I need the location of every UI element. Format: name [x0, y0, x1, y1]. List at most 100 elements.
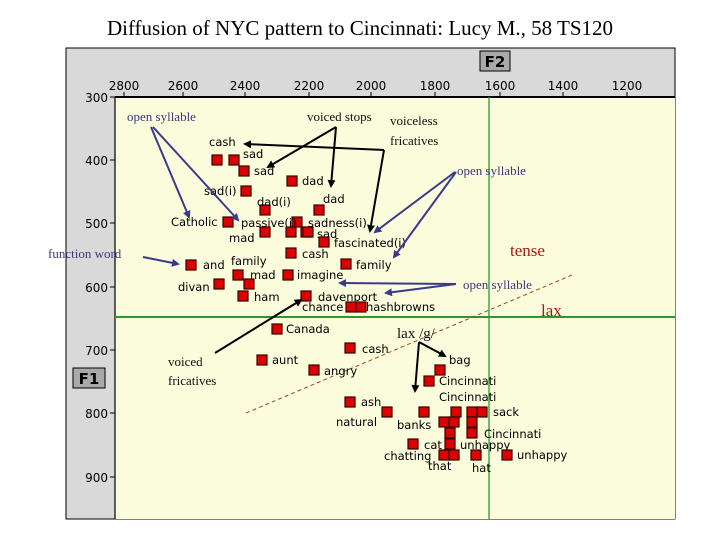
annotation-open-syllable-1: open syllable [127, 109, 196, 124]
annotation-lax: lax [541, 301, 562, 320]
data-point-marker[interactable] [407, 438, 419, 450]
data-point-label: hat [472, 461, 491, 475]
data-point-label: aunt [272, 353, 299, 367]
arrow-voiceless-fricatives-cash [243, 140, 385, 151]
data-point-label: cash [302, 247, 329, 261]
data-point-label: dad [302, 174, 324, 188]
annotation-voiceless: voiceless [390, 113, 438, 128]
data-point-label: passive(i) [241, 216, 297, 230]
data-point-marker[interactable] [291, 216, 303, 228]
data-point-marker[interactable] [448, 416, 460, 428]
x-tick-label: 1600 [485, 79, 516, 93]
data-point-label: unhappy [460, 438, 511, 452]
data-point-marker[interactable] [286, 175, 298, 187]
data-point-marker[interactable] [300, 290, 312, 302]
arrow-lax-g-bag [418, 341, 447, 357]
arrow-voiceless-fricatives-fascinated [367, 149, 385, 233]
arrow-lax-g-tag [411, 341, 420, 393]
x-tick-label: 2600 [168, 79, 199, 93]
data-point-label: Canada [286, 322, 330, 336]
data-point-marker[interactable] [470, 449, 482, 461]
y-tick-label: 600 [85, 281, 108, 295]
data-point-marker[interactable] [355, 301, 367, 313]
data-point-marker[interactable] [232, 269, 244, 281]
data-point-label: cash [362, 342, 389, 356]
data-point-marker[interactable] [344, 396, 356, 408]
chart-title: Diffusion of NYC pattern to Cincinnati: … [106, 16, 614, 40]
data-point-marker[interactable] [238, 165, 250, 177]
data-point-marker[interactable] [243, 278, 255, 290]
data-point-marker[interactable] [285, 226, 297, 238]
y-tick-label: 900 [85, 471, 108, 485]
data-point-marker[interactable] [318, 236, 330, 248]
data-point-marker[interactable] [418, 406, 430, 418]
data-point-marker[interactable] [466, 416, 478, 428]
data-point-label: chance [302, 300, 343, 314]
data-point-marker[interactable] [222, 216, 234, 228]
data-point-marker[interactable] [259, 226, 271, 238]
x-tick-label: 1800 [420, 79, 451, 93]
data-point-label: Cincinnati [439, 390, 496, 404]
data-point-marker[interactable] [340, 258, 352, 270]
data-point-marker[interactable] [271, 323, 283, 335]
data-point-label: cash [209, 135, 236, 149]
tense-lax-divider [245, 274, 573, 414]
x-tick-label: 2200 [294, 79, 325, 93]
data-point-marker[interactable] [211, 154, 223, 166]
data-point-marker[interactable] [308, 364, 320, 376]
data-point-marker[interactable] [256, 354, 268, 366]
y-tick-label: 400 [85, 154, 108, 168]
data-point-marker[interactable] [185, 259, 197, 271]
arrow-voiced-fricatives-davenport [214, 298, 303, 354]
arrow-open-syllable-catholic [150, 126, 191, 219]
data-point-marker[interactable] [344, 342, 356, 354]
y-tick-label: 500 [85, 217, 108, 231]
data-point-marker[interactable] [237, 290, 249, 302]
f1-axis-label: F1 [72, 367, 106, 389]
data-point-label: dad(i) [257, 195, 291, 209]
data-point-marker[interactable] [240, 185, 252, 197]
data-point-label: natural [336, 415, 377, 429]
data-point-marker[interactable] [228, 154, 240, 166]
data-point-label: that [428, 459, 452, 473]
data-point-marker[interactable] [423, 375, 435, 387]
data-point-marker[interactable] [444, 438, 456, 450]
y-tick-label: 800 [85, 407, 108, 421]
annotation-function-word: function word [48, 246, 122, 261]
data-point-marker[interactable] [434, 364, 446, 376]
data-point-label: banks [397, 418, 431, 432]
data-point-marker[interactable] [313, 204, 325, 216]
data-point-label: cat [424, 438, 442, 452]
data-point-label: chatting [384, 449, 431, 463]
data-point-marker[interactable] [345, 301, 357, 313]
black-arrows [214, 126, 447, 393]
data-point-marker[interactable] [282, 269, 294, 281]
data-point-marker[interactable] [285, 247, 297, 259]
annotation-tense: tense [510, 241, 545, 260]
annotation-voiced-fricatives: fricatives [168, 373, 216, 388]
data-point-marker[interactable] [444, 427, 456, 439]
data-point-label: hashbrowns [366, 300, 435, 314]
arrow-open-syllable-davenport [384, 283, 457, 297]
data-point-marker[interactable] [448, 449, 460, 461]
data-point-marker[interactable] [259, 204, 271, 216]
data-point-marker[interactable] [381, 406, 393, 418]
annotation-fricatives: fricatives [390, 133, 438, 148]
data-point-marker[interactable] [450, 406, 462, 418]
data-point-marker[interactable] [438, 416, 450, 428]
data-point-label: mad [229, 231, 255, 245]
data-point-marker[interactable] [466, 427, 478, 439]
plot-area [115, 97, 675, 519]
data-point-marker[interactable] [302, 226, 314, 238]
annotation-voiced: voiced [168, 354, 203, 369]
x-tick-label: 2800 [109, 79, 140, 93]
arrow-open-syllable-imagine [338, 279, 457, 288]
data-point-label: imagine [297, 268, 343, 282]
annotation-voiced-stops: voiced stops [307, 109, 372, 124]
data-point-marker[interactable] [501, 449, 513, 461]
data-point-label: ash [361, 395, 381, 409]
data-point-marker[interactable] [466, 406, 478, 418]
data-point-marker[interactable] [213, 278, 225, 290]
data-point-marker[interactable] [476, 406, 488, 418]
